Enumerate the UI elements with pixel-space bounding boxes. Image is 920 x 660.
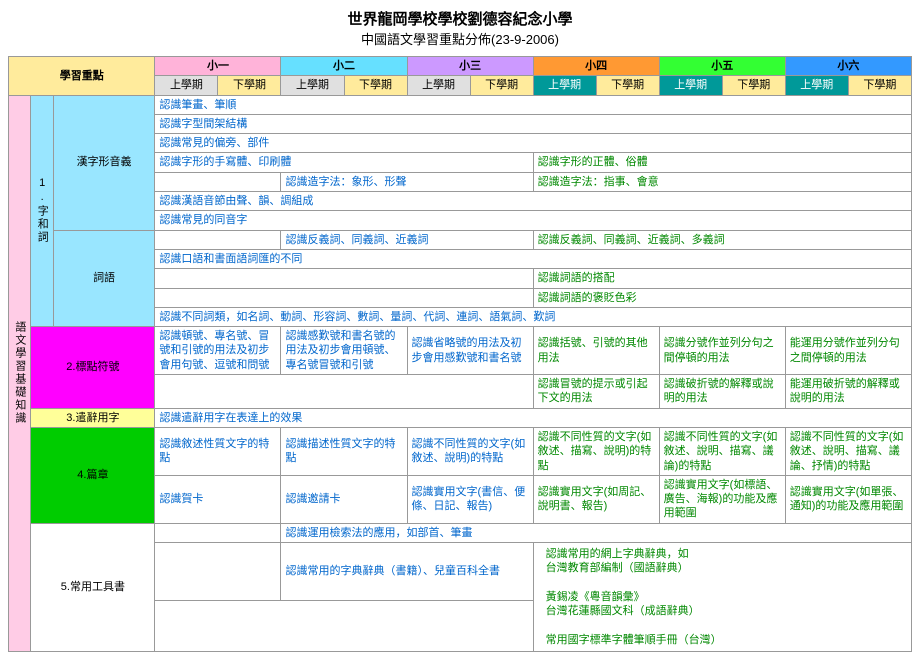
table-cell: 認識分號作並列分句之間停頓的用法 (659, 327, 785, 375)
grade-5-header: 小五 (659, 57, 785, 76)
table-cell: 認識實用文字(如周記、說明書、報告) (533, 475, 659, 523)
table-cell: 認識詞語的褒貶色彩 (533, 288, 911, 307)
table-cell: 認識反義詞、同義詞、近義詞、多義詞 (533, 230, 911, 249)
table-cell: 能運用分號作並列分句之間停頓的用法 (785, 327, 911, 375)
grade-4-header: 小四 (533, 57, 659, 76)
table-cell: 認識反義詞、同義詞、近義詞 (281, 230, 533, 249)
table-cell: 認識常用的網上字典辭典，如 台灣教育部編制（國語辭典） 黃錫凌《粵音韻彙》 台灣… (533, 543, 911, 652)
table-cell: 認識實用文字(如單張、通知)的功能及應用範圍 (785, 475, 911, 523)
section-5: 5.常用工具書 (31, 523, 155, 651)
tool-line: 台灣教育部編制（國語辭典） (546, 561, 907, 575)
grade-6-header: 小六 (785, 57, 911, 76)
table-cell: 認識邀請卡 (281, 475, 407, 523)
table-cell: 認識省略號的用法及初步會用感歎號和書名號 (407, 327, 533, 375)
table-cell: 認識不同性質的文字(如敘述、描寫、說明)的特點 (533, 427, 659, 475)
sem-lower: 下學期 (218, 76, 281, 95)
table-cell: 認識賀卡 (155, 475, 281, 523)
table-cell: 認識冒號的提示或引起下文的用法 (533, 375, 659, 409)
sem-lower: 下學期 (596, 76, 659, 95)
table-cell: 認識實用文字(如標語、廣告、海報)的功能及應用範圍 (659, 475, 785, 523)
grade-2-header: 小二 (281, 57, 407, 76)
tool-line: 認識常用的網上字典辭典，如 (546, 547, 907, 561)
grade-3-header: 小三 (407, 57, 533, 76)
table-cell: 認識不同性質的文字(如敘述、說明、描寫、議論)的特點 (659, 427, 785, 475)
sem-lower: 下學期 (470, 76, 533, 95)
table-cell: 認識字型間架結構 (155, 114, 912, 133)
table-cell: 認識破折號的解釋或說明的用法 (659, 375, 785, 409)
table-cell: 認識常用的字典辭典（書籍）、兒童百科全書 (281, 543, 533, 601)
focus-header: 學習重點 (9, 57, 155, 96)
sem-upper: 上學期 (533, 76, 596, 95)
sem-lower: 下學期 (722, 76, 785, 95)
table-cell: 認識不同性質的文字(如敘述、說明、描寫、議論、抒情)的特點 (785, 427, 911, 475)
table-cell: 認識造字法：指事、會意 (533, 172, 911, 191)
table-cell: 認識常見的偏旁、部件 (155, 134, 912, 153)
curriculum-table: 學習重點 小一 小二 小三 小四 小五 小六 上學期 下學期 上學期 下學期 上… (8, 56, 912, 652)
table-cell: 認識筆畫、筆順 (155, 95, 912, 114)
table-cell: 認識遣辭用字在表達上的效果 (155, 408, 912, 427)
tool-line: 台灣花蓮縣國文科（成語辭典） (546, 604, 907, 618)
table-cell: 認識不同性質的文字(如敘述、說明)的特點 (407, 427, 533, 475)
table-cell: 認識敘述性質文字的特點 (155, 427, 281, 475)
table-cell: 認識描述性質文字的特點 (281, 427, 407, 475)
sem-upper: 上學期 (155, 76, 218, 95)
table-cell: 認識口語和書面語詞匯的不同 (155, 249, 912, 268)
table-cell: 認識實用文字(書信、便條、日記、報告) (407, 475, 533, 523)
section-1: 1.字和詞 (31, 95, 53, 327)
sem-upper: 上學期 (407, 76, 470, 95)
table-cell: 認識感歎號和書名號的用法及初步會用頓號、專名號冒號和引號 (281, 327, 407, 375)
sem-upper: 上學期 (659, 76, 722, 95)
table-cell: 認識頓號、專名號、冒號和引號的用法及初步會用句號、逗號和問號 (155, 327, 281, 375)
section-3: 3.遣辭用字 (31, 408, 155, 427)
sem-upper: 上學期 (281, 76, 344, 95)
sem-lower: 下學期 (848, 76, 911, 95)
tool-line: 常用國字標準字體筆順手冊（台灣） (546, 633, 907, 647)
tool-line: 黃錫凌《粵音韻彙》 (546, 590, 907, 604)
main-category: 語文學習基礎知識 (9, 95, 31, 652)
table-cell: 認識括號、引號的其他用法 (533, 327, 659, 375)
page-title: 世界龍岡學校學校劉德容紀念小學 (8, 8, 912, 29)
table-cell: 認識常見的同音字 (155, 211, 912, 230)
page-subtitle: 中國語文學習重點分佈(23-9-2006) (8, 29, 912, 48)
section-2: 2.標點符號 (31, 327, 155, 408)
section-4: 4.篇章 (31, 427, 155, 523)
table-cell: 認識運用檢索法的應用，如部首、筆畫 (281, 523, 912, 542)
table-cell: 認識漢語音節由聲、韻、調組成 (155, 192, 912, 211)
grade-1-header: 小一 (155, 57, 281, 76)
section-1-char: 漢字形音義 (53, 95, 155, 230)
table-cell: 認識字形的正體、俗體 (533, 153, 911, 172)
table-cell: 認識詞語的搭配 (533, 269, 911, 288)
sem-lower: 下學期 (344, 76, 407, 95)
table-cell: 認識字形的手寫體、印刷體 (155, 153, 533, 172)
sem-upper: 上學期 (785, 76, 848, 95)
table-cell: 認識不同詞類，如名詞、動詞、形容詞、數詞、量詞、代詞、連詞、語氣詞、歎詞 (155, 307, 912, 326)
table-cell: 能運用破折號的解釋或說明的用法 (785, 375, 911, 409)
section-1-word: 詞語 (53, 230, 155, 326)
table-cell: 認識造字法：象形、形聲 (281, 172, 533, 191)
